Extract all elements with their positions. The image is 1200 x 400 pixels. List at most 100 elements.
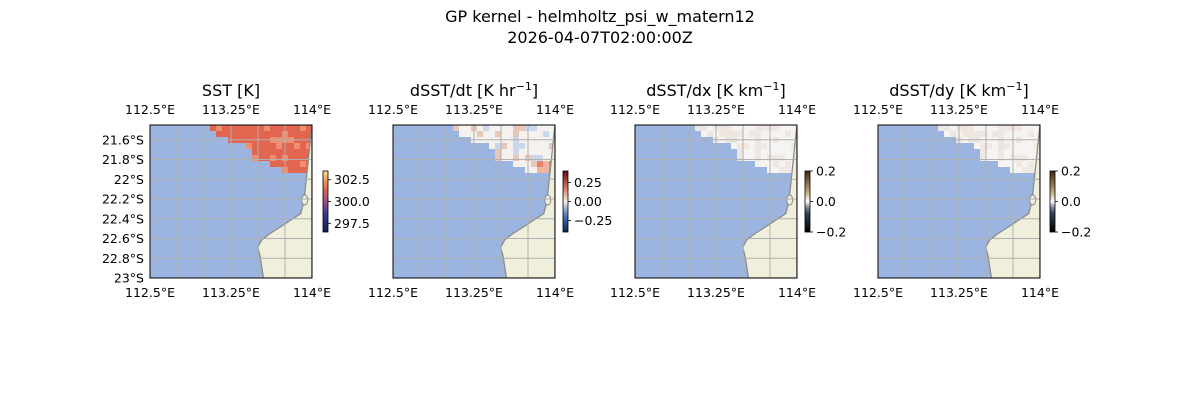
heatmap-cell (489, 143, 495, 149)
left-tick-label: 21.8°S (102, 152, 144, 167)
heatmap-cell (773, 131, 779, 137)
bottom-tick-label: 114°E (778, 285, 816, 300)
heatmap-cell (743, 155, 749, 161)
heatmap-cell (519, 125, 525, 131)
panel-3: dSST/dx [K km−1] 112.5°E 113.25°E 114°E 112.… (610, 80, 846, 300)
heatmap-cell (1004, 149, 1010, 155)
heatmap-cell (210, 125, 216, 131)
heatmap-cell (719, 125, 725, 131)
heatmap-cell (531, 131, 537, 137)
heatmap-cell (501, 125, 507, 131)
heatmap-cell (980, 125, 986, 131)
heatmap-cell (252, 143, 258, 149)
bottom-tick-label: 112.5°E (853, 285, 903, 300)
heatmap-cell (968, 125, 974, 131)
heatmap-cell (252, 149, 258, 155)
map-frame (149, 124, 313, 279)
map-area (878, 125, 1040, 278)
colorbar: 302.5 300.0 297.5 (322, 170, 370, 233)
heatmap-cell (216, 125, 222, 131)
heatmap-cell (234, 131, 240, 137)
heatmap-cell (222, 125, 228, 131)
heatmap-cell (543, 131, 549, 137)
heatmap-cell (743, 131, 749, 137)
top-tick-label: 114°E (536, 102, 574, 117)
heatmap-cell (749, 155, 755, 161)
heatmap-cell (294, 155, 300, 161)
heatmap-cell (743, 143, 749, 149)
top-tick-label: 112.5°E (368, 102, 418, 117)
heatmap-cell (531, 149, 537, 155)
bottom-tick-label: 113.25°E (202, 285, 260, 300)
top-tick-label: 113.25°E (930, 102, 988, 117)
heatmap-cell (761, 125, 767, 131)
heatmap-cell (276, 143, 282, 149)
heatmap-cell (779, 167, 785, 173)
panel-1: SST [K] 112.5°E 113.25°E 114°E 112.5°E 113.25… (102, 81, 370, 300)
heatmap-cell (755, 161, 761, 167)
heatmap-cell (537, 155, 543, 161)
heatmap-cell (998, 131, 1004, 137)
heatmap-cell (459, 131, 465, 137)
heatmap-cell (531, 125, 537, 131)
heatmap-cell (731, 131, 737, 137)
heatmap-cell (785, 131, 791, 137)
heatmap-cell (938, 125, 944, 131)
map-frame (392, 124, 556, 279)
heatmap-cell (755, 131, 761, 137)
heatmap-cell (1028, 149, 1034, 155)
heatmap-cell (258, 125, 264, 131)
colorbar-tick-label: −0.2 (816, 225, 846, 240)
heatmap-cell (252, 125, 258, 131)
top-tick-label: 113.25°E (687, 102, 745, 117)
heatmap-cell (246, 143, 252, 149)
colorbar-tick-label: 0.00 (574, 194, 602, 209)
heatmap-cell (755, 149, 761, 155)
heatmap-cell (276, 161, 282, 167)
heatmap-cell (543, 167, 549, 173)
heatmap-cell (507, 143, 513, 149)
left-tick-label: 22°S (114, 172, 144, 187)
heatmap-cell (264, 143, 270, 149)
colorbar-gradient (804, 170, 811, 233)
heatmap-cell (537, 131, 543, 137)
land-mass (742, 125, 797, 278)
heatmap-cell (531, 167, 537, 173)
heatmap-cell (1022, 161, 1028, 167)
heatmap-cell (1028, 161, 1034, 167)
heatmap-cell (749, 125, 755, 131)
heatmap-cell (986, 131, 992, 137)
heatmap-cell (974, 125, 980, 131)
heatmap-cell (791, 125, 797, 131)
heatmap-cell (1022, 167, 1028, 173)
top-tick-label: 112.5°E (125, 102, 175, 117)
colorbar-gradient (322, 170, 329, 233)
heatmap-cell (240, 131, 246, 137)
heatmap-cell (537, 161, 543, 167)
heatmap-cell (270, 149, 276, 155)
heatmap-cell (495, 131, 501, 137)
panel-title: dSST/dx [K km−1] (646, 80, 785, 100)
heatmap-cell (998, 155, 1004, 161)
colorbar-gradient (1049, 170, 1056, 233)
heatmap-cell (974, 143, 980, 149)
heatmap-cell (743, 149, 749, 155)
heatmap-cell (737, 131, 743, 137)
heatmap-cell (968, 131, 974, 137)
heatmap-cell (773, 125, 779, 131)
panel-title: dSST/dt [K hr−1] (410, 80, 538, 100)
heatmap-cell (785, 143, 791, 149)
land-mass (500, 125, 555, 278)
bottom-tick-label: 112.5°E (610, 285, 660, 300)
heatmap-cell (773, 155, 779, 161)
heatmap-cell (288, 143, 294, 149)
heatmap-cell (288, 149, 294, 155)
heatmap-cell (755, 143, 761, 149)
heatmap-cell (294, 125, 300, 131)
heatmap-cell (495, 143, 501, 149)
heatmap-cell (258, 131, 264, 137)
island (1029, 194, 1037, 206)
island (301, 194, 309, 206)
heatmap-cell (543, 125, 549, 131)
